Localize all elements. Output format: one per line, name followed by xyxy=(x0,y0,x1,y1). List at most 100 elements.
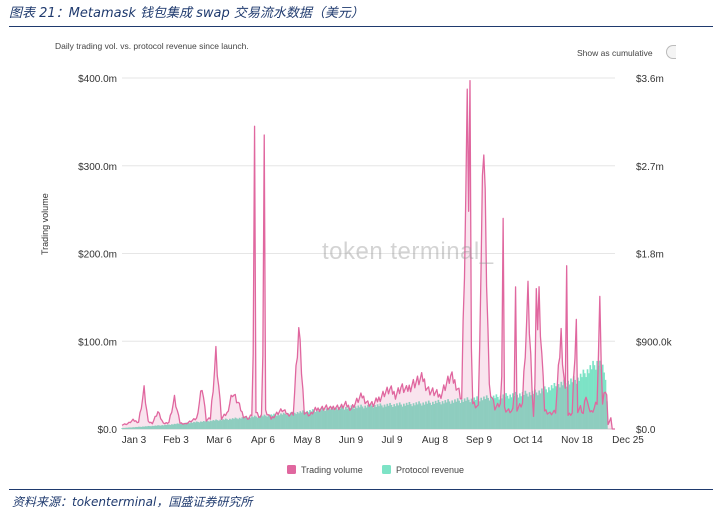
revenue-bar xyxy=(180,423,183,429)
revenue-bar xyxy=(448,401,451,429)
revenue-bar xyxy=(256,417,259,429)
revenue-bar xyxy=(358,407,361,429)
revenue-bar xyxy=(364,405,367,429)
revenue-bar xyxy=(280,413,282,429)
revenue-bar xyxy=(531,390,534,429)
revenue-bar xyxy=(541,388,543,429)
revenue-bar xyxy=(432,401,434,429)
revenue-bar xyxy=(418,401,420,429)
revenue-bar xyxy=(369,403,372,429)
revenue-bar xyxy=(483,396,485,429)
revenue-bar xyxy=(325,408,328,429)
revenue-bar xyxy=(374,405,376,429)
revenue-bar xyxy=(447,399,449,429)
revenue-bar xyxy=(376,404,379,429)
revenue-bar xyxy=(336,409,339,429)
revenue-bar xyxy=(157,425,159,429)
revenue-bar xyxy=(140,426,143,429)
revenue-bar xyxy=(310,411,313,429)
revenue-bar xyxy=(177,423,180,429)
show-cumulative-toggle[interactable] xyxy=(666,45,676,59)
revenue-bar xyxy=(227,419,230,429)
revenue-bar xyxy=(270,414,273,429)
revenue-bar xyxy=(606,401,608,429)
revenue-bar xyxy=(332,408,335,429)
revenue-bar xyxy=(568,384,571,429)
watermark: token terminal_ xyxy=(322,238,494,265)
revenue-bar xyxy=(130,427,133,429)
x-tick-label: Mar 6 xyxy=(206,435,232,446)
revenue-bar xyxy=(296,412,299,429)
revenue-bar xyxy=(521,392,524,429)
revenue-bar xyxy=(342,407,344,429)
revenue-bar xyxy=(147,425,150,429)
revenue-bar xyxy=(324,411,326,429)
y-right-tick-label: $2.7m xyxy=(636,162,664,173)
y-left-tick-label: $400.0m xyxy=(78,74,117,85)
revenue-bar xyxy=(467,399,470,429)
revenue-bar xyxy=(581,377,583,429)
revenue-bar xyxy=(517,397,520,429)
revenue-bar xyxy=(314,412,317,429)
revenue-bar xyxy=(480,397,483,429)
revenue-bar xyxy=(195,421,198,429)
revenue-bar xyxy=(292,411,295,429)
revenue-bar xyxy=(356,408,358,429)
revenue-bar xyxy=(153,426,155,429)
revenue-bar xyxy=(394,406,397,429)
revenue-bar xyxy=(407,404,409,429)
revenue-bar xyxy=(193,421,195,429)
revenue-bar xyxy=(176,423,179,429)
revenue-bar xyxy=(208,421,210,429)
x-tick-label: May 8 xyxy=(293,435,321,446)
revenue-bar xyxy=(365,407,368,429)
revenue-bar xyxy=(175,424,177,429)
revenue-bar xyxy=(530,395,532,429)
revenue-bar xyxy=(523,394,525,429)
revenue-bar xyxy=(338,406,340,429)
revenue-bar xyxy=(295,414,297,429)
revenue-bar xyxy=(133,427,136,429)
revenue-bar xyxy=(401,406,404,429)
protocol-revenue-series xyxy=(121,360,608,429)
revenue-bar xyxy=(513,396,516,429)
revenue-bar xyxy=(472,401,474,429)
legend-label: Protocol revenue xyxy=(396,465,464,475)
trading-volume-area xyxy=(122,80,615,429)
revenue-bar xyxy=(238,417,241,429)
revenue-bar xyxy=(142,426,144,429)
revenue-bar xyxy=(321,407,324,429)
revenue-bar xyxy=(159,425,162,429)
revenue-bar xyxy=(234,417,237,429)
revenue-bar xyxy=(487,397,489,429)
revenue-bar xyxy=(557,384,560,429)
revenue-bar xyxy=(454,399,456,429)
revenue-bar xyxy=(393,404,396,429)
revenue-bar xyxy=(281,414,284,429)
revenue-bar xyxy=(539,393,542,429)
revenue-bar xyxy=(593,365,596,429)
revenue-bar xyxy=(491,399,494,429)
revenue-bar xyxy=(317,411,320,429)
revenue-bar xyxy=(403,403,405,429)
caption-rule xyxy=(9,26,713,27)
legend: Trading volume Protocol revenue xyxy=(287,465,464,475)
revenue-bar xyxy=(463,398,466,429)
revenue-bar xyxy=(357,405,360,429)
revenue-bar xyxy=(415,402,418,429)
revenue-bar xyxy=(331,406,333,429)
revenue-bar xyxy=(282,412,285,429)
revenue-bar xyxy=(165,425,168,429)
y-left-tick-label: $0.0 xyxy=(98,425,118,436)
revenue-bar xyxy=(275,415,278,429)
revenue-bar xyxy=(205,420,208,429)
revenue-bar xyxy=(291,413,293,429)
revenue-bar xyxy=(535,392,538,429)
revenue-bar xyxy=(485,395,488,429)
revenue-bar xyxy=(560,381,563,429)
revenue-bar xyxy=(242,418,245,429)
revenue-bar xyxy=(223,419,226,429)
revenue-bar xyxy=(132,427,135,429)
revenue-bar xyxy=(204,421,206,429)
